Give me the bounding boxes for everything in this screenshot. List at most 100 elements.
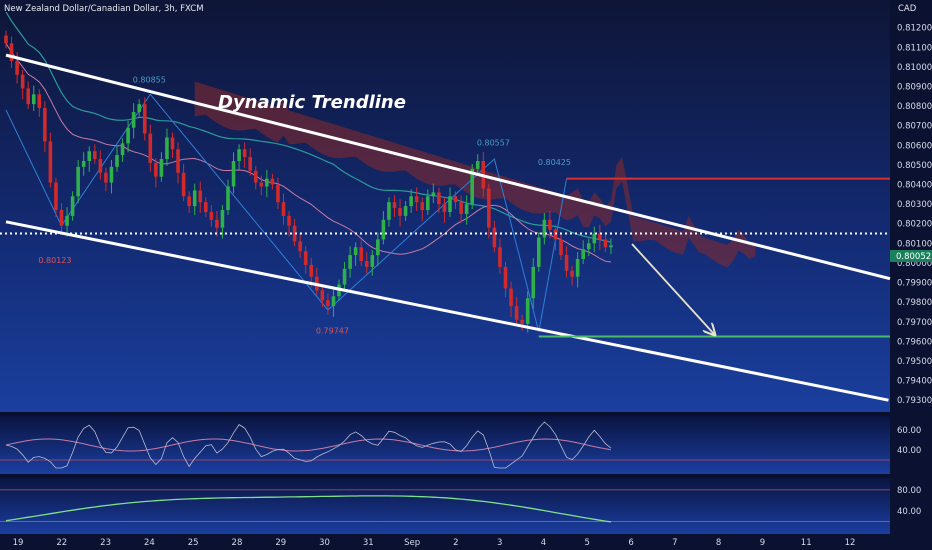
- candle-body: [43, 108, 47, 142]
- candle-body: [253, 170, 258, 183]
- candle-body: [503, 266, 508, 289]
- y-tick-label: 0.80100: [897, 239, 932, 249]
- candle-body: [398, 208, 402, 216]
- x-tick-label: 28: [232, 538, 243, 548]
- candle-body: [303, 251, 308, 265]
- osc2-tick-label: 40.00: [897, 507, 921, 517]
- candle-body: [609, 245, 613, 248]
- candle-body: [475, 161, 480, 169]
- candle-body: [448, 196, 452, 212]
- oscillator-2: 80.00 40.00: [0, 486, 921, 523]
- candle-body: [542, 219, 547, 238]
- time-axis-ticks: 19 22 23 24 25 28 29 30 31 Sep 2 3 4 5 6 7 8 9 11 12: [13, 538, 856, 548]
- candle-body: [20, 74, 25, 89]
- y-tick-label: 0.81100: [897, 43, 932, 53]
- candle-body: [209, 211, 214, 220]
- candle-body: [37, 94, 42, 109]
- candle-body: [459, 202, 463, 214]
- candle-body: [581, 249, 585, 260]
- x-tick-label: 3: [497, 538, 502, 548]
- currency-label: CAD: [898, 4, 917, 14]
- candle-body: [9, 43, 14, 62]
- candle-body: [226, 186, 230, 211]
- candle-body: [353, 247, 358, 256]
- candle-body: [237, 149, 241, 162]
- moving-averages: [5, 11, 612, 263]
- x-tick-label: 7: [672, 538, 677, 548]
- y-tick-label: 0.80600: [897, 141, 932, 151]
- price-note: 0.80557: [477, 138, 510, 147]
- candle-body: [492, 227, 497, 248]
- candle-body: [287, 215, 291, 226]
- candle-body: [431, 192, 436, 197]
- trendlines: [5, 53, 891, 402]
- candle-body: [525, 298, 530, 324]
- candle-body: [342, 268, 347, 285]
- x-tick-label: 9: [760, 538, 765, 548]
- candle-body: [464, 204, 469, 214]
- candle-body: [509, 288, 513, 307]
- osc2-pane-bg: [0, 478, 890, 534]
- candle-body: [131, 111, 136, 128]
- y-tick-label: 0.80000: [897, 259, 932, 269]
- candle-body: [170, 137, 175, 150]
- candle-body: [276, 184, 280, 203]
- price-note: 0.80123: [38, 256, 71, 265]
- candle-body: [426, 196, 430, 211]
- candle-body: [498, 247, 502, 267]
- lower-channel-line: [5, 220, 889, 402]
- candle-body: [309, 264, 314, 277]
- osc1-tick-label: 40.00: [897, 446, 921, 456]
- y-tick-label: 0.79900: [897, 279, 932, 289]
- projection-arrow: [631, 243, 714, 334]
- candle-body: [137, 104, 141, 112]
- y-tick-label: 0.80700: [897, 122, 932, 132]
- ma-fast-line: [5, 43, 612, 263]
- candles: [4, 30, 613, 333]
- x-tick-label: 8: [716, 538, 721, 548]
- candle-body: [592, 233, 597, 244]
- y-tick-label: 0.79500: [897, 357, 932, 367]
- candle-body: [187, 196, 191, 207]
- candle-body: [603, 239, 608, 248]
- price-axis-bg: [890, 0, 932, 550]
- y-tick-label: 0.80400: [897, 181, 932, 191]
- osc1-pane-bg: [0, 416, 890, 474]
- candle-body: [586, 243, 591, 250]
- candle-body: [376, 239, 380, 256]
- candle-body: [259, 182, 264, 187]
- candle-body: [265, 178, 269, 187]
- y-tick-label: 0.81200: [897, 24, 932, 34]
- osc2-main-line: [5, 495, 612, 523]
- candle-body: [26, 88, 30, 105]
- x-tick-label: 25: [188, 538, 199, 548]
- x-tick-label: 29: [275, 538, 286, 548]
- candle-body: [31, 94, 36, 105]
- y-tick-label: 0.79600: [897, 337, 932, 347]
- x-tick-label: 24: [144, 538, 155, 548]
- x-tick-label: 4: [541, 538, 546, 548]
- y-tick-label: 0.80300: [897, 200, 932, 210]
- candle-body: [548, 219, 552, 230]
- candle-body: [442, 204, 447, 212]
- x-tick-label: 5: [585, 538, 590, 548]
- candle-body: [120, 143, 125, 156]
- x-tick-label: 31: [363, 538, 374, 548]
- x-tick-label: 30: [319, 538, 330, 548]
- candle-body: [54, 182, 58, 211]
- candle-body: [453, 196, 458, 203]
- price-note: 0.80855: [133, 76, 166, 85]
- candle-body: [87, 151, 92, 162]
- y-tick-label: 0.79400: [897, 377, 932, 387]
- candle-body: [470, 168, 474, 205]
- candle-body: [364, 260, 369, 267]
- candle-body: [414, 196, 419, 203]
- candle-body: [98, 159, 103, 173]
- y-tick-label: 0.80800: [897, 102, 932, 112]
- candle-body: [392, 202, 397, 209]
- candle-body: [198, 190, 203, 203]
- candle-body: [564, 255, 569, 271]
- candle-body: [48, 141, 53, 183]
- svg-text:0.80052: 0.80052: [896, 252, 931, 262]
